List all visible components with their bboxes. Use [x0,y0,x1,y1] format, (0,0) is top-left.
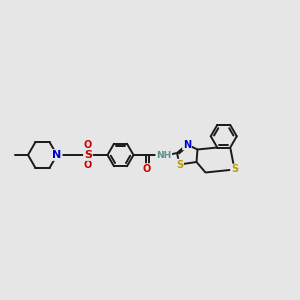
Text: NH: NH [156,151,171,160]
Text: N: N [183,140,191,149]
Text: S: S [176,160,183,170]
Text: O: O [142,164,150,174]
Text: S: S [231,164,238,175]
Text: N: N [52,150,62,160]
Text: S: S [84,150,92,160]
Text: O: O [84,140,92,151]
Text: O: O [84,160,92,170]
